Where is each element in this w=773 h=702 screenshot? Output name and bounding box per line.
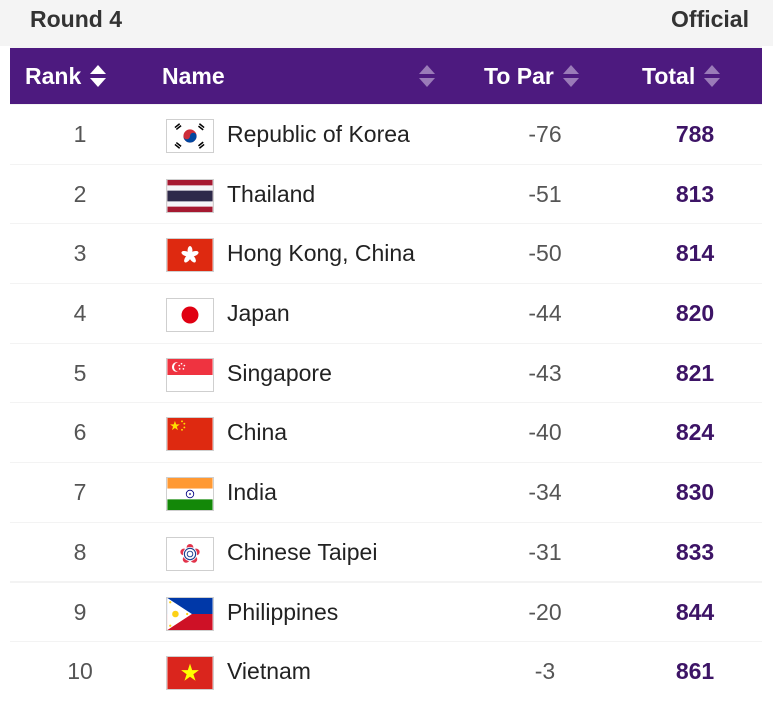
sort-icon	[562, 64, 580, 88]
country-name[interactable]: Hong Kong, China	[227, 240, 415, 267]
rank-cell: 3	[73, 240, 87, 267]
to-par-cell: -51	[528, 180, 562, 207]
sort-icon	[418, 64, 436, 88]
status-label: Official	[671, 6, 749, 32]
total-cell: 830	[675, 479, 715, 506]
country-name[interactable]: Republic of Korea	[227, 121, 410, 147]
hong-kong-flag-icon	[166, 238, 214, 273]
rank-cell: 9	[73, 598, 87, 625]
table-row[interactable]: 5 Singapore -43 821	[10, 343, 762, 403]
rank-cell: 10	[67, 658, 93, 685]
to-par-cell: -43	[528, 359, 562, 386]
country-name[interactable]: India	[227, 479, 277, 506]
country-name[interactable]: Chinese Taipei	[227, 538, 378, 565]
column-header-rank-label: Rank	[25, 63, 82, 89]
country-name[interactable]: Vietnam	[227, 658, 311, 685]
country-name[interactable]: China	[227, 419, 288, 446]
singapore-flag-icon	[166, 357, 214, 392]
table-row[interactable]: 7 India -34 830	[10, 463, 762, 522]
rank-cell: 7	[73, 479, 87, 506]
total-cell: 833	[675, 538, 715, 565]
rank-cell: 2	[73, 180, 87, 207]
total-cell: 821	[675, 359, 715, 386]
top-bar	[0, 0, 773, 46]
total-cell: 820	[675, 300, 715, 327]
to-par-cell: -44	[528, 300, 562, 327]
column-header-rank[interactable]: Rank	[25, 48, 107, 104]
rank-cell: 1	[73, 121, 87, 147]
column-header-name-label: Name	[162, 63, 225, 89]
total-cell: 788	[675, 121, 715, 147]
to-par-cell: -50	[528, 240, 562, 267]
table-row[interactable]: 10 Vietnam -3 861	[10, 642, 762, 701]
korea-flag-icon	[166, 119, 214, 153]
table-row[interactable]: 1 Republic of Korea -76 788	[10, 105, 762, 164]
india-flag-icon	[166, 477, 214, 512]
thailand-flag-icon	[166, 178, 214, 213]
country-name[interactable]: Japan	[227, 300, 290, 327]
table-header: Rank Name To Par Total	[10, 48, 762, 104]
total-cell: 844	[675, 598, 715, 625]
round-title: Round 4	[30, 6, 122, 32]
country-name[interactable]: Singapore	[227, 359, 332, 386]
to-par-cell: -76	[528, 121, 562, 147]
column-header-to-par[interactable]: To Par	[484, 48, 580, 104]
sort-icon	[703, 64, 721, 88]
to-par-cell: -40	[528, 419, 562, 446]
table-row[interactable]: 6 China -40 824	[10, 403, 762, 462]
column-header-total-label: Total	[642, 63, 696, 89]
total-cell: 814	[675, 240, 715, 267]
table-row[interactable]: 4 Japan -44 820	[10, 284, 762, 343]
to-par-cell: -31	[528, 538, 562, 565]
table-row[interactable]: 3 Hong Kong, China -50 814	[10, 224, 762, 283]
japan-flag-icon	[166, 298, 214, 333]
to-par-cell: -20	[528, 598, 562, 625]
results-table-body: 1 Republic of Korea -76 788 2 Thailand -…	[10, 105, 762, 702]
rank-cell: 6	[73, 419, 87, 446]
column-header-to-par-label: To Par	[484, 63, 554, 89]
total-cell: 861	[675, 658, 715, 685]
table-row[interactable]: 8 Chinese Taipei -31 833	[10, 522, 762, 582]
chinese-taipei-flag-icon	[166, 536, 214, 571]
china-flag-icon	[166, 417, 214, 452]
sort-icon	[89, 64, 107, 88]
vietnam-flag-icon	[166, 656, 214, 691]
rank-cell: 4	[73, 300, 87, 327]
to-par-cell: -3	[534, 658, 556, 685]
philippines-flag-icon	[166, 596, 214, 631]
to-par-cell: -34	[528, 479, 562, 506]
total-cell: 824	[675, 419, 715, 446]
table-row[interactable]: 9 Philippines -20 844	[10, 582, 762, 641]
rank-cell: 8	[73, 538, 87, 565]
rank-cell: 5	[73, 359, 87, 386]
column-header-name[interactable]: Name	[162, 48, 436, 104]
total-cell: 813	[675, 180, 715, 207]
column-header-total[interactable]: Total	[642, 48, 721, 104]
country-name[interactable]: Philippines	[227, 598, 339, 625]
table-row[interactable]: 2 Thailand -51 813	[10, 164, 762, 224]
country-name[interactable]: Thailand	[227, 180, 316, 207]
